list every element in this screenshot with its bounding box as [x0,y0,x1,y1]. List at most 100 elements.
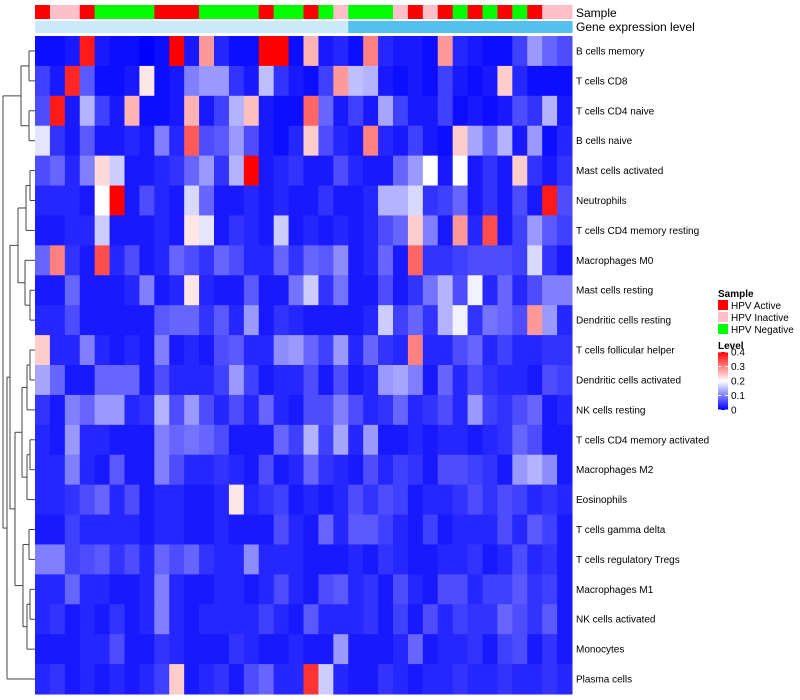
heatmap-cell [378,634,394,665]
row-label: Dendritic cells activated [576,376,681,387]
heatmap-cell [542,484,558,516]
heatmap-cell [333,215,349,246]
heatmap-cell [407,125,424,157]
heatmap-cell [542,544,558,575]
heatmap-cell [228,634,245,665]
heatmap-cell [64,454,81,486]
gene-expression-annotation-cell [333,21,349,33]
heatmap-cell [318,365,334,396]
heatmap-cell [318,185,334,216]
heatmap-cell [512,65,528,97]
heatmap-cell [542,125,558,157]
gene-expression-annotation-cell [288,21,305,33]
heatmap-cell [258,365,275,396]
heatmap-cell [482,664,498,695]
row-label: T cells follicular helper [576,346,675,357]
heatmap-cell [243,664,260,695]
heatmap-cell [273,365,290,396]
sample-annotation-cell [422,5,439,19]
heatmap-cell [79,454,96,486]
heatmap-cell [228,215,245,246]
heatmap-cell [35,544,51,575]
heatmap-cell [243,484,260,516]
heatmap-cell [109,634,125,665]
heatmap-cell [318,634,334,665]
heatmap-cell [527,664,543,695]
heatmap-cell [79,275,96,306]
heatmap-cell [243,365,260,396]
gene-expression-annotation-cell [303,21,320,33]
heatmap-cell [452,604,469,635]
heatmap-cell [124,95,140,127]
heatmap-cell [109,454,125,486]
gene-expression-annotation-cell [318,21,334,33]
heatmap-cell [467,36,483,67]
heatmap-cell [288,65,304,97]
heatmap-cell [512,424,528,456]
gene-expression-annotation-cell [199,21,215,33]
heatmap-cell [79,95,96,127]
heatmap-cell [214,454,230,486]
heatmap-cell [79,125,96,157]
heatmap-cell [378,544,394,575]
heatmap-cell [333,335,349,366]
heatmap-cell [243,514,260,545]
heatmap-cell [169,604,185,635]
heatmap-cell [363,245,379,276]
sample-annotation-cell [363,5,379,19]
heatmap-cell [169,305,185,336]
heatmap-cell [363,65,379,97]
heatmap-cell [542,454,558,486]
heatmap-cell [557,65,573,97]
heatmap-cell [452,95,469,127]
heatmap-cell [542,604,558,635]
heatmap-cell [318,36,334,67]
heatmap-cell [542,365,558,396]
heatmap-cell [228,155,245,187]
heatmap-cell [378,574,394,605]
column-annotation-bars [35,5,573,33]
heatmap-cell [214,125,230,157]
heatmap-cell [139,95,155,127]
heatmap-cell [557,424,573,456]
heatmap-cell [303,634,319,665]
heatmap-cell [348,185,364,216]
heatmap-cell [139,514,155,545]
heatmap-cell [542,275,558,306]
heatmap-cell [303,394,319,426]
heatmap-cell [243,335,260,366]
gene-expression-annotation-cell [154,21,170,33]
heatmap-cell [243,634,260,665]
heatmap-cell [378,365,394,396]
heatmap-cell [124,394,140,426]
heatmap-cell [557,245,573,276]
gene-expression-annotation-cell [542,21,558,33]
heatmap-cell [273,245,290,276]
heatmap-cell [303,664,319,695]
heatmap-cell [378,604,394,635]
heatmap-cell [467,604,483,635]
heatmap-cell [94,544,111,575]
heatmap-cell [393,424,409,456]
heatmap-cell [214,634,230,665]
sample-annotation-cell [258,5,275,19]
gene-expression-annotation-cell [393,21,409,33]
row-label: Dendritic cells resting [576,316,671,327]
heatmap-cell [199,65,215,97]
heatmap-cell [49,245,66,276]
gene-expression-annotation-cell [482,21,499,33]
heatmap-cell [243,424,260,456]
heatmap-cell [288,245,304,276]
heatmap-cell [348,365,364,396]
heatmap-cell [184,305,200,336]
heatmap-cell [422,424,439,456]
heatmap-cell [348,394,364,426]
heatmap-cell [527,185,543,216]
gene-expression-annotation-cell [109,21,126,33]
heatmap-cell [422,365,439,396]
legend-title-level: Level [718,341,744,352]
heatmap-cell [542,215,558,246]
heatmap-cell [512,634,528,665]
heatmap-cell [527,335,543,366]
